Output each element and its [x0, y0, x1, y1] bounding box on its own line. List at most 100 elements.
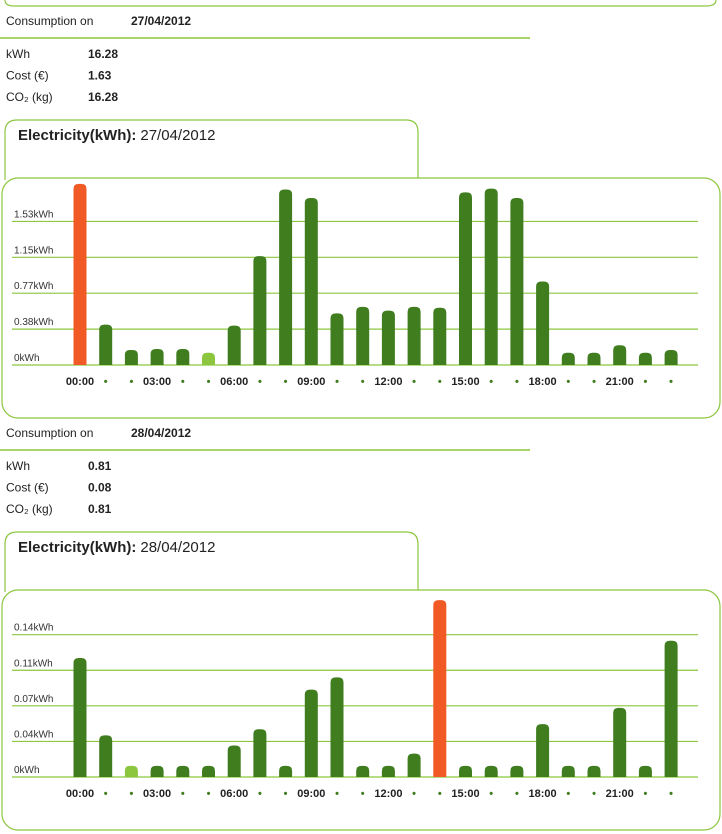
bar [407, 753, 421, 777]
x-tick-label: • [335, 788, 339, 800]
x-tick-label: 03:00 [143, 376, 171, 388]
x-tick-label: • [284, 376, 288, 388]
bar [613, 345, 627, 365]
previous-panel-edge [4, 0, 717, 7]
bar [433, 307, 447, 365]
metric-value: 16.28 [88, 47, 118, 61]
x-tick-label: • [104, 376, 108, 388]
bar [279, 189, 293, 365]
x-tick-label: 09:00 [297, 376, 325, 388]
bar [664, 640, 678, 777]
x-tick-label: • [643, 376, 647, 388]
bar [356, 306, 370, 365]
bar [356, 765, 370, 777]
y-tick-label: 0.38kWh [14, 317, 53, 328]
x-tick-label: • [412, 788, 416, 800]
metric-value: 16.28 [88, 90, 118, 104]
y-tick-label: 1.15kWh [14, 245, 53, 256]
x-tick-label: • [515, 376, 519, 388]
bar [638, 765, 652, 777]
bar [176, 349, 190, 365]
x-tick-label: 06:00 [220, 376, 248, 388]
bar [124, 349, 138, 365]
chart-subtitle: 28/04/2012 [140, 539, 215, 556]
bar [587, 352, 601, 365]
y-tick-label: 1.53kWh [14, 209, 53, 220]
x-tick-label: • [258, 788, 262, 800]
bar [176, 765, 190, 777]
y-tick-label: 0.07kWh [14, 694, 53, 705]
bar [381, 765, 395, 777]
bar [587, 765, 601, 777]
x-tick-label: • [284, 788, 288, 800]
metric-value: 1.63 [88, 69, 112, 83]
bar [227, 745, 241, 777]
bar [202, 352, 215, 365]
bar [124, 765, 138, 777]
x-tick-label: 18:00 [529, 788, 557, 800]
bar [459, 765, 472, 777]
x-tick-label: • [258, 376, 262, 388]
x-tick-label: • [129, 788, 133, 800]
bar [459, 192, 472, 365]
x-tick-label: 15:00 [451, 788, 479, 800]
bar [150, 765, 164, 777]
x-tick-label: • [129, 376, 133, 388]
bar [279, 765, 293, 777]
x-tick-label: • [207, 376, 211, 388]
bar [433, 600, 447, 777]
metric-name: CO₂ (kg) [6, 90, 53, 104]
bar [381, 310, 395, 365]
bar [613, 707, 627, 777]
metric-value: 0.81 [88, 459, 112, 473]
x-tick-label: 09:00 [297, 788, 325, 800]
bar [407, 306, 421, 365]
bar [253, 729, 267, 777]
bar [561, 352, 575, 365]
x-tick-label: • [181, 788, 185, 800]
x-tick-label: • [592, 788, 596, 800]
x-tick-label: • [335, 376, 339, 388]
chart-subtitle: 27/04/2012 [140, 127, 215, 144]
x-tick-label: • [489, 788, 493, 800]
x-tick-label: • [566, 788, 570, 800]
y-tick-label: 0.77kWh [14, 281, 53, 292]
title-tab [4, 531, 419, 592]
x-tick-label: 00:00 [66, 376, 94, 388]
x-tick-label: • [361, 376, 365, 388]
x-tick-label: • [104, 788, 108, 800]
metric-value: 0.81 [88, 502, 112, 516]
y-tick-label: 0.14kWh [14, 623, 53, 634]
metric-name: kWh [6, 47, 30, 61]
x-tick-label: 18:00 [529, 376, 557, 388]
chart-title: Electricity(kWh): 27/04/2012 [18, 127, 215, 144]
x-tick-label: • [643, 788, 647, 800]
y-tick-label: 0kWh [14, 353, 40, 364]
x-tick-label: • [515, 788, 519, 800]
x-tick-label: 12:00 [374, 376, 402, 388]
bar [484, 188, 498, 365]
title-tab [4, 119, 419, 180]
bar [510, 765, 524, 777]
x-tick-label: • [361, 788, 365, 800]
x-tick-label: 06:00 [220, 788, 248, 800]
bar [99, 735, 113, 777]
x-tick-label: • [566, 376, 570, 388]
x-tick-label: 03:00 [143, 788, 171, 800]
x-tick-label: 12:00 [374, 788, 402, 800]
bar [484, 765, 498, 777]
bar [510, 197, 524, 365]
x-tick-label: 00:00 [66, 788, 94, 800]
x-tick-label: • [669, 788, 673, 800]
bar [227, 325, 241, 365]
bar [253, 256, 267, 365]
bar [536, 281, 550, 365]
x-tick-label: • [412, 376, 416, 388]
bar [638, 352, 652, 365]
metric-name: kWh [6, 459, 30, 473]
bar [536, 724, 550, 777]
bar [99, 324, 113, 365]
y-tick-label: 0.11kWh [14, 658, 53, 669]
y-tick-label: 0.04kWh [14, 729, 53, 740]
